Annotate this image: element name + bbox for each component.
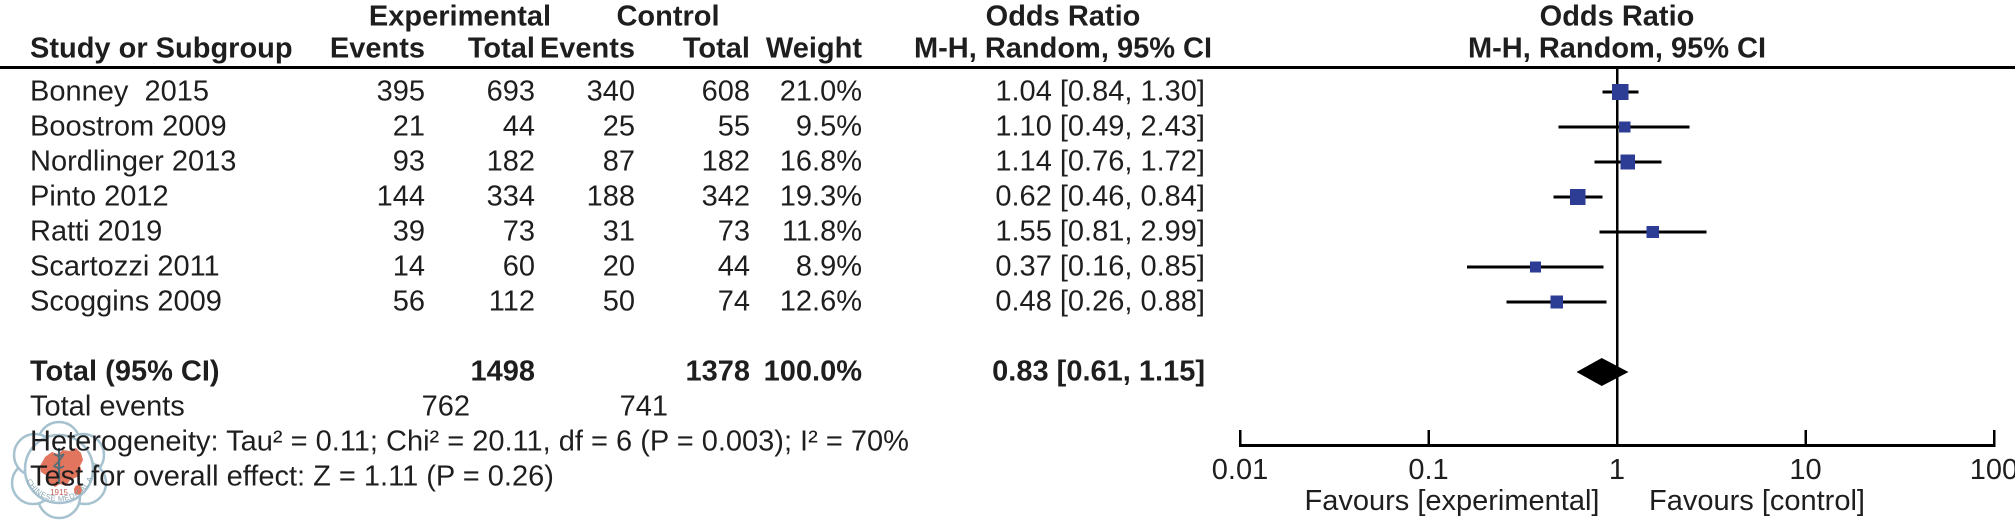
total-or-ci: 0.83 [0.61, 1.15] <box>992 355 1205 388</box>
watermark-year: 1915 <box>50 488 68 497</box>
col-method-left: M-H, Random, 95% CI <box>913 32 1213 65</box>
study-name: Ratti 2019 <box>30 215 163 248</box>
weight-cell: 11.8% <box>781 215 862 248</box>
or-ci-cell: 0.37 [0.16, 0.85] <box>995 250 1205 283</box>
total-row-label: Total (95% CI) <box>30 355 220 388</box>
study-name: Boostrom 2009 <box>30 110 227 143</box>
ctrl-total-cell: 342 <box>701 180 750 213</box>
plot-method-title: M-H, Random, 95% CI <box>1467 32 1767 65</box>
or-ci-cell: 0.62 [0.46, 0.84] <box>995 180 1205 213</box>
weight-cell: 19.3% <box>779 180 862 213</box>
col-weight: Weight <box>765 32 862 65</box>
exp-events-cell: 144 <box>376 180 425 213</box>
watermark-inner-ring <box>24 434 94 504</box>
col-odds-ratio-left: Odds Ratio <box>985 0 1141 33</box>
exp-total-cell: 182 <box>486 145 535 178</box>
study-name: Scoggins 2009 <box>30 285 222 318</box>
study-name: Nordlinger 2013 <box>30 145 237 178</box>
or-ci-cell: 1.10 [0.49, 2.43] <box>995 110 1205 143</box>
ctrl-events-cell: 25 <box>602 110 635 143</box>
col-group-control: Control <box>616 0 720 33</box>
col-study-or-subgroup: Study or Subgroup <box>30 32 293 65</box>
exp-events-cell: 395 <box>376 75 425 108</box>
total-ctrl-total: 1378 <box>685 355 750 388</box>
weight-cell: 8.9% <box>795 250 862 283</box>
total-exp-total: 1498 <box>470 355 535 388</box>
summary-diamond <box>1576 358 1629 386</box>
total-events-exp: 762 <box>421 390 470 423</box>
ctrl-events-cell: 50 <box>602 285 635 318</box>
exp-total-cell: 693 <box>486 75 535 108</box>
exp-total-cell: 334 <box>486 180 535 213</box>
effect-square <box>1530 261 1542 273</box>
effect-square <box>1619 121 1631 133</box>
watermark-snake <box>52 453 65 469</box>
weight-cell: 21.0% <box>779 75 862 108</box>
ctrl-events-cell: 188 <box>586 180 635 213</box>
total-events-label: Total events <box>30 390 185 423</box>
weight-cell: 16.8% <box>779 145 862 178</box>
weight-cell: 12.6% <box>779 285 862 318</box>
ctrl-events-cell: 340 <box>586 75 635 108</box>
ctrl-total-cell: 608 <box>701 75 750 108</box>
or-ci-cell: 0.48 [0.26, 0.88] <box>995 285 1205 318</box>
exp-total-cell: 112 <box>488 285 535 318</box>
tick-label: 100 <box>1970 454 2015 486</box>
plot-title-odds-ratio: Odds Ratio <box>1539 0 1695 33</box>
total-weight: 100.0% <box>763 355 862 388</box>
col-ctrl-events: Events <box>539 32 635 65</box>
heterogeneity-line: Heterogeneity: Tau² = 0.11; Chi² = 20.11… <box>30 425 909 458</box>
effect-square <box>1646 225 1660 239</box>
effect-square <box>1620 154 1636 170</box>
or-ci-cell: 1.04 [0.84, 1.30] <box>995 75 1205 108</box>
exp-events-cell: 21 <box>392 110 425 143</box>
col-group-experimental: Experimental <box>368 0 552 33</box>
weight-cell: 9.5% <box>795 110 862 143</box>
ctrl-total-cell: 182 <box>701 145 750 178</box>
exp-total-cell: 44 <box>502 110 535 143</box>
exp-total-cell: 73 <box>502 215 535 248</box>
col-ctrl-total: Total <box>682 32 750 65</box>
exp-events-cell: 39 <box>392 215 425 248</box>
exp-events-cell: 14 <box>392 250 425 283</box>
or-ci-cell: 1.14 [0.76, 1.72] <box>995 145 1205 178</box>
ctrl-events-cell: 87 <box>602 145 635 178</box>
tick-label: 0.01 <box>1212 454 1268 486</box>
study-name: Pinto 2012 <box>30 180 169 213</box>
exp-total-cell: 60 <box>502 250 535 283</box>
ctrl-total-cell: 73 <box>717 215 750 248</box>
effect-square <box>1611 83 1629 101</box>
ctrl-events-cell: 31 <box>602 215 635 248</box>
study-name: Bonney 2015 <box>30 75 209 108</box>
overall-effect-line: Test for overall effect: Z = 1.11 (P = 0… <box>30 460 554 493</box>
exp-events-cell: 93 <box>392 145 425 178</box>
total-events-ctrl: 741 <box>619 390 668 423</box>
ctrl-total-cell: 74 <box>717 285 750 318</box>
tick-label: 1 <box>1609 454 1625 486</box>
exp-events-cell: 56 <box>392 285 425 318</box>
study-name: Scartozzi 2011 <box>30 250 220 283</box>
ctrl-events-cell: 20 <box>602 250 635 283</box>
watermark-island <box>74 485 82 495</box>
tick-label: 0.1 <box>1408 454 1448 486</box>
favours-right-label: Favours [control] <box>1649 485 1865 517</box>
tick-label: 10 <box>1789 454 1821 486</box>
cma-watermark-logo: 1915 CHINESE MEDICAL ASSOCIATION <box>2 414 108 520</box>
col-exp-total: Total <box>467 32 535 65</box>
effect-square <box>1570 189 1586 205</box>
or-ci-cell: 1.55 [0.81, 2.99] <box>995 215 1205 248</box>
favours-left-label: Favours [experimental] <box>1305 485 1600 517</box>
effect-square <box>1550 295 1564 309</box>
ctrl-total-cell: 55 <box>717 110 750 143</box>
ctrl-total-cell: 44 <box>717 250 750 283</box>
col-exp-events: Events <box>329 32 425 65</box>
